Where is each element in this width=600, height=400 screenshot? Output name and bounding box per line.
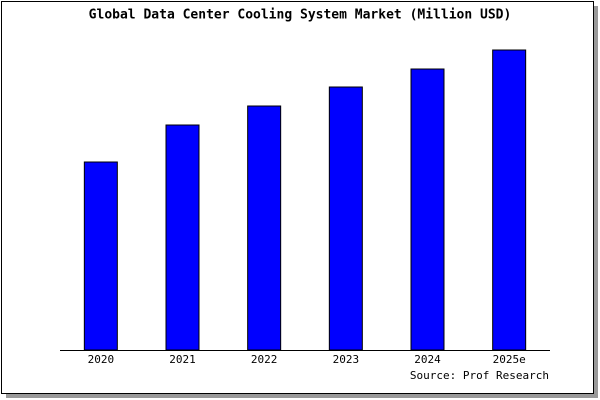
chart-title: Global Data Center Cooling System Market… bbox=[89, 8, 512, 23]
bar bbox=[328, 86, 363, 351]
x-tick-label: 2022 bbox=[251, 353, 278, 366]
x-tick-label: 2021 bbox=[169, 353, 196, 366]
bar bbox=[410, 68, 445, 351]
bar bbox=[83, 161, 118, 351]
x-tick-label: 2020 bbox=[88, 353, 115, 366]
source-note: Source: Prof Research bbox=[410, 369, 549, 382]
x-tick-label: 2025e bbox=[493, 353, 526, 366]
bar bbox=[165, 124, 200, 351]
x-tick-label: 2023 bbox=[333, 353, 360, 366]
x-tick-label: 2024 bbox=[414, 353, 441, 366]
bar bbox=[247, 105, 282, 351]
bar bbox=[492, 49, 527, 351]
